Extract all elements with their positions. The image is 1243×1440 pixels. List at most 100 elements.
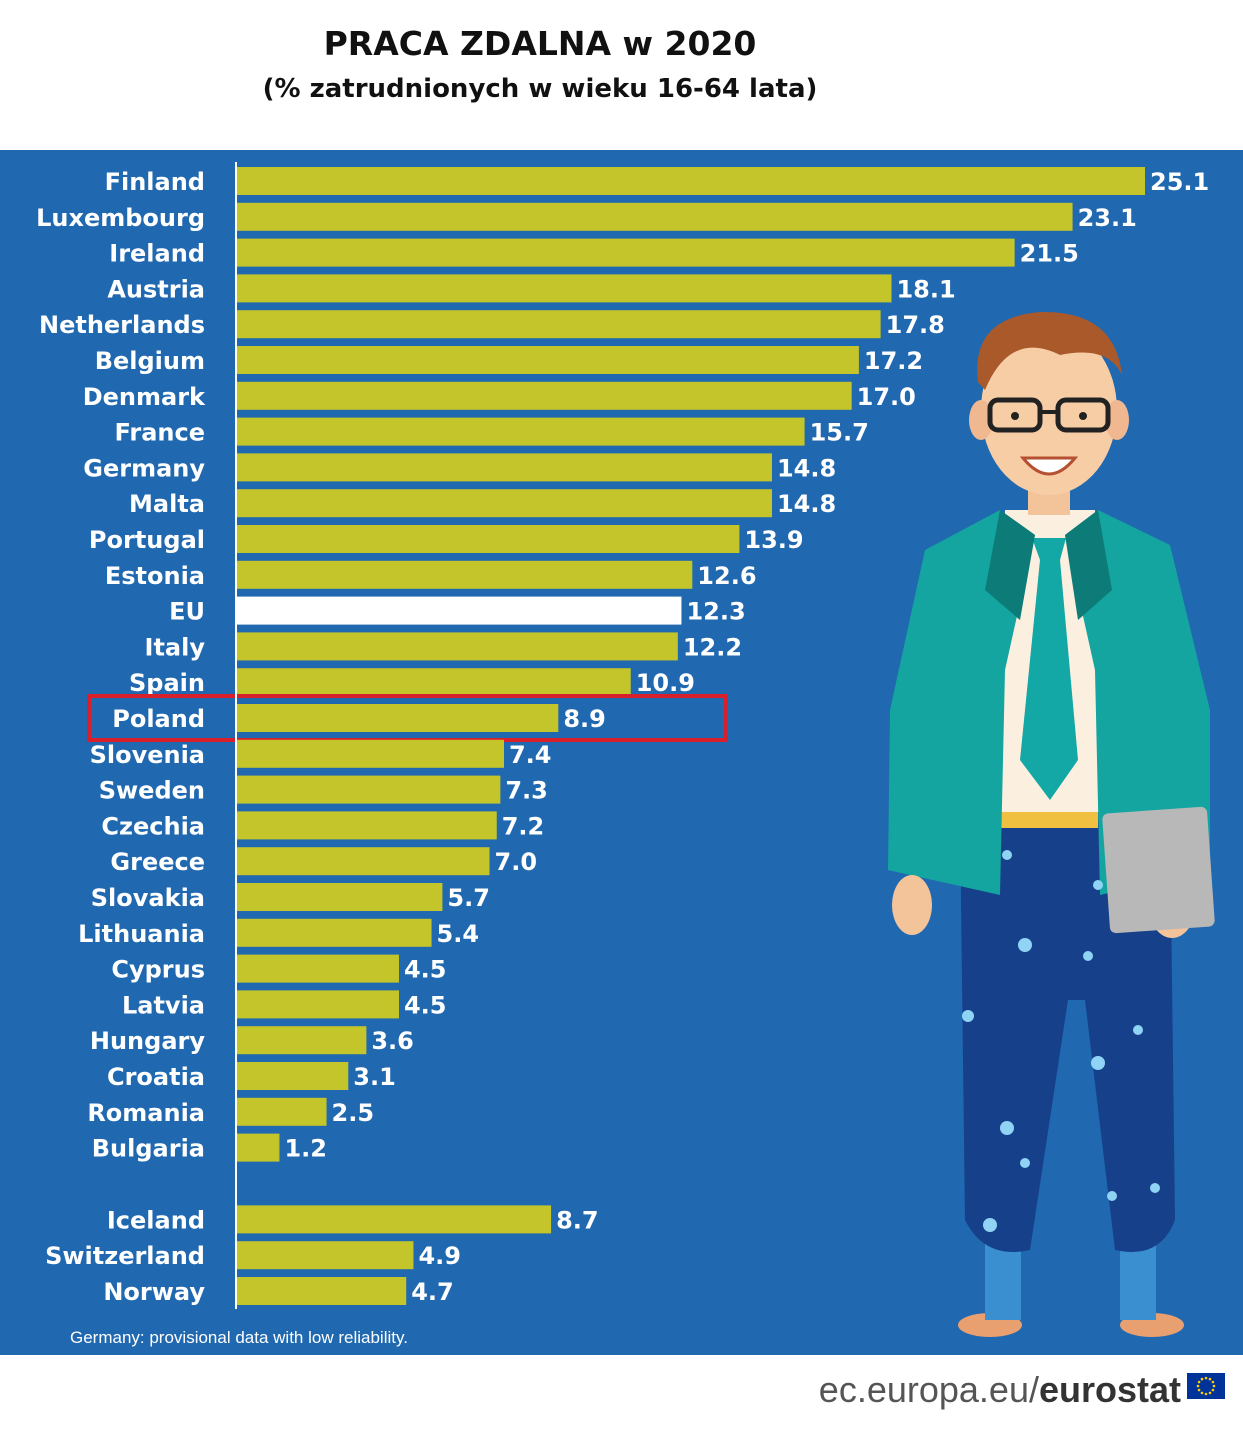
category-label-poland: Poland xyxy=(112,705,205,733)
value-label-romania: 2.5 xyxy=(332,1099,375,1127)
category-label-eu: EU xyxy=(169,598,205,626)
chart-header: PRACA ZDALNA w 2020 (% zatrudnionych w w… xyxy=(0,0,1243,150)
bars-layer: Finland 25.1 Luxembourg 23.1 Ireland 21.5 Aust… xyxy=(36,162,1209,1309)
category-label-iceland: Iceland xyxy=(107,1206,205,1234)
bar-spain xyxy=(236,668,631,697)
bar-netherlands xyxy=(236,310,881,339)
value-label-ireland: 21.5 xyxy=(1020,240,1079,268)
chart-panel: Finland 25.1 Luxembourg 23.1 Ireland 21.5 Aust… xyxy=(0,150,1243,1355)
value-label-greece: 7.0 xyxy=(495,848,538,876)
category-label-slovakia: Slovakia xyxy=(91,884,205,912)
value-label-lithuania: 5.4 xyxy=(437,920,480,948)
value-label-sweden: 7.3 xyxy=(505,777,548,805)
category-label-bulgaria: Bulgaria xyxy=(92,1135,205,1163)
category-label-belgium: Belgium xyxy=(95,347,205,375)
category-label-lithuania: Lithuania xyxy=(78,920,205,948)
value-label-estonia: 12.6 xyxy=(697,562,756,590)
category-label-greece: Greece xyxy=(110,848,205,876)
bar-luxembourg xyxy=(236,202,1073,231)
bar-poland xyxy=(236,704,559,732)
bar-slovenia xyxy=(236,739,504,768)
category-label-spain: Spain xyxy=(129,669,205,697)
category-label-slovenia: Slovenia xyxy=(90,741,205,769)
chart-subtitle: (% zatrudnionych w wieku 16-64 lata) xyxy=(262,74,818,104)
chart-title: PRACA ZDALNA w 2020 xyxy=(323,24,757,63)
footnote: Germany: provisional data with low relia… xyxy=(70,1328,408,1347)
brand-name: eurostat xyxy=(1038,1369,1181,1410)
value-label-latvia: 4.5 xyxy=(404,991,447,1019)
category-label-czechia: Czechia xyxy=(101,812,205,840)
category-label-switzerland: Switzerland xyxy=(45,1242,205,1270)
bar-sweden xyxy=(236,775,501,804)
bar-cyprus xyxy=(236,954,399,983)
bar-malta xyxy=(236,489,772,518)
category-label-finland: Finland xyxy=(105,168,205,196)
bar-switzerland xyxy=(236,1241,414,1270)
category-label-denmark: Denmark xyxy=(83,383,206,411)
bar-belgium xyxy=(236,346,859,374)
footer: ec.europa.eu/eurostat xyxy=(0,1355,1243,1440)
bar-italy xyxy=(236,632,678,661)
bar-portugal xyxy=(236,525,740,553)
category-label-italy: Italy xyxy=(145,633,206,661)
value-label-luxembourg: 23.1 xyxy=(1078,204,1137,232)
value-label-portugal: 13.9 xyxy=(744,526,803,554)
category-label-hungary: Hungary xyxy=(90,1027,205,1055)
bar-romania xyxy=(236,1097,327,1126)
bar-finland xyxy=(236,167,1145,195)
bar-greece xyxy=(236,847,490,876)
value-label-malta: 14.8 xyxy=(777,490,836,518)
bar-denmark xyxy=(236,381,852,410)
category-label-malta: Malta xyxy=(129,490,205,518)
value-label-cyprus: 4.5 xyxy=(404,956,447,984)
value-label-italy: 12.2 xyxy=(683,633,742,661)
category-label-estonia: Estonia xyxy=(105,562,205,590)
value-label-eu: 12.3 xyxy=(686,598,745,626)
value-label-germany: 14.8 xyxy=(777,454,836,482)
bar-czechia xyxy=(236,811,497,840)
value-label-austria: 18.1 xyxy=(896,275,955,303)
bar-iceland xyxy=(236,1205,552,1234)
category-label-ireland: Ireland xyxy=(109,240,205,268)
value-label-netherlands: 17.8 xyxy=(886,311,945,339)
value-label-finland: 25.1 xyxy=(1150,168,1209,196)
category-label-portugal: Portugal xyxy=(89,526,205,554)
category-label-france: France xyxy=(115,419,205,447)
bar-ireland xyxy=(236,238,1015,267)
category-label-romania: Romania xyxy=(87,1099,205,1127)
value-label-spain: 10.9 xyxy=(636,669,695,697)
brand-prefix: ec.europa.eu/ xyxy=(818,1369,1039,1410)
value-label-poland: 8.9 xyxy=(563,705,606,733)
bar-austria xyxy=(236,274,892,303)
bar-estonia xyxy=(236,560,693,589)
eu-flag-icon xyxy=(1187,1373,1225,1399)
value-label-iceland: 8.7 xyxy=(556,1206,599,1234)
value-label-hungary: 3.6 xyxy=(371,1027,414,1055)
category-label-sweden: Sweden xyxy=(99,777,205,805)
bar-croatia xyxy=(236,1062,349,1090)
value-label-switzerland: 4.9 xyxy=(418,1242,461,1270)
bar-eu xyxy=(236,596,682,625)
bar-slovakia xyxy=(236,883,443,911)
value-label-bulgaria: 1.2 xyxy=(284,1135,327,1163)
value-label-denmark: 17.0 xyxy=(857,383,916,411)
value-label-slovakia: 5.7 xyxy=(447,884,490,912)
bar-latvia xyxy=(236,990,399,1019)
category-label-norway: Norway xyxy=(103,1278,205,1306)
eurostat-brand[interactable]: ec.europa.eu/eurostat xyxy=(819,1369,1181,1411)
bar-germany xyxy=(236,453,772,482)
category-label-luxembourg: Luxembourg xyxy=(36,204,205,232)
category-label-croatia: Croatia xyxy=(107,1063,205,1091)
category-label-austria: Austria xyxy=(107,275,205,303)
category-label-germany: Germany xyxy=(83,454,205,482)
value-label-belgium: 17.2 xyxy=(864,347,923,375)
illustration-person-icon xyxy=(888,311,1215,1337)
value-label-czechia: 7.2 xyxy=(502,812,545,840)
value-label-norway: 4.7 xyxy=(411,1278,454,1306)
category-label-netherlands: Netherlands xyxy=(39,311,205,339)
bar-norway xyxy=(236,1277,407,1305)
bar-bulgaria xyxy=(236,1133,280,1162)
value-label-france: 15.7 xyxy=(810,419,869,447)
category-label-latvia: Latvia xyxy=(122,991,205,1019)
bar-hungary xyxy=(236,1026,367,1055)
